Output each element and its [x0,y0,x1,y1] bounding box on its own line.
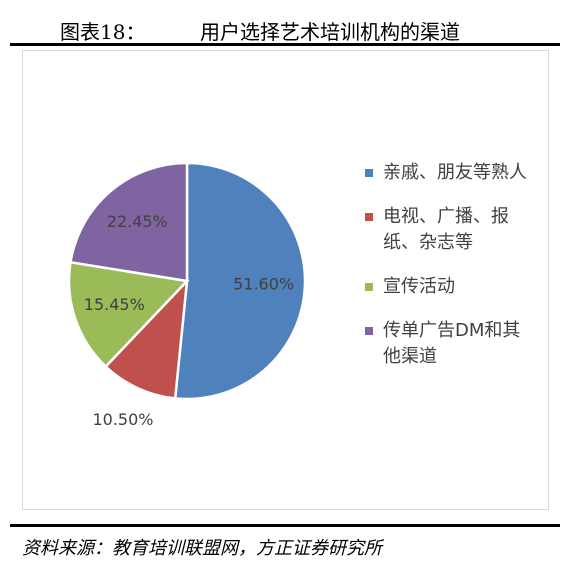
pie-slice [69,161,189,283]
legend: 亲戚、朋友等熟人电视、广播、报纸、杂志等宣传活动传单广告DM和其他渠道 [365,160,535,388]
pie-slice [173,161,307,401]
legend-label: 亲戚、朋友等熟人 [383,162,527,183]
legend-label: 宣传活动 [383,276,455,297]
data-label: 10.50% [92,410,153,429]
header-rule [10,43,560,46]
legend-swatch [365,283,373,291]
legend-item: 亲戚、朋友等熟人 [365,160,528,186]
footer-rule [10,524,560,527]
data-label: 51.60% [233,274,294,293]
legend-swatch [365,213,373,221]
legend-swatch [365,327,373,335]
legend-item: 宣传活动 [365,274,528,300]
pie-slice [67,260,190,369]
data-label: 15.45% [84,295,145,314]
legend-label: 传单广告DM和其他渠道 [383,320,521,367]
chart-frame [22,50,549,510]
pie-slice [103,277,189,400]
legend-item: 电视、广播、报纸、杂志等 [365,204,528,256]
figure-label: 图表18： [60,20,146,44]
chart-title: 用户选择艺术培训机构的渠道 [200,20,460,44]
data-label: 22.45% [107,212,168,231]
source-note: 资料来源：教育培训联盟网，方正证券研究所 [22,538,382,559]
legend-swatch [365,169,373,177]
legend-label: 电视、广播、报纸、杂志等 [383,206,509,253]
legend-item: 传单广告DM和其他渠道 [365,318,528,370]
